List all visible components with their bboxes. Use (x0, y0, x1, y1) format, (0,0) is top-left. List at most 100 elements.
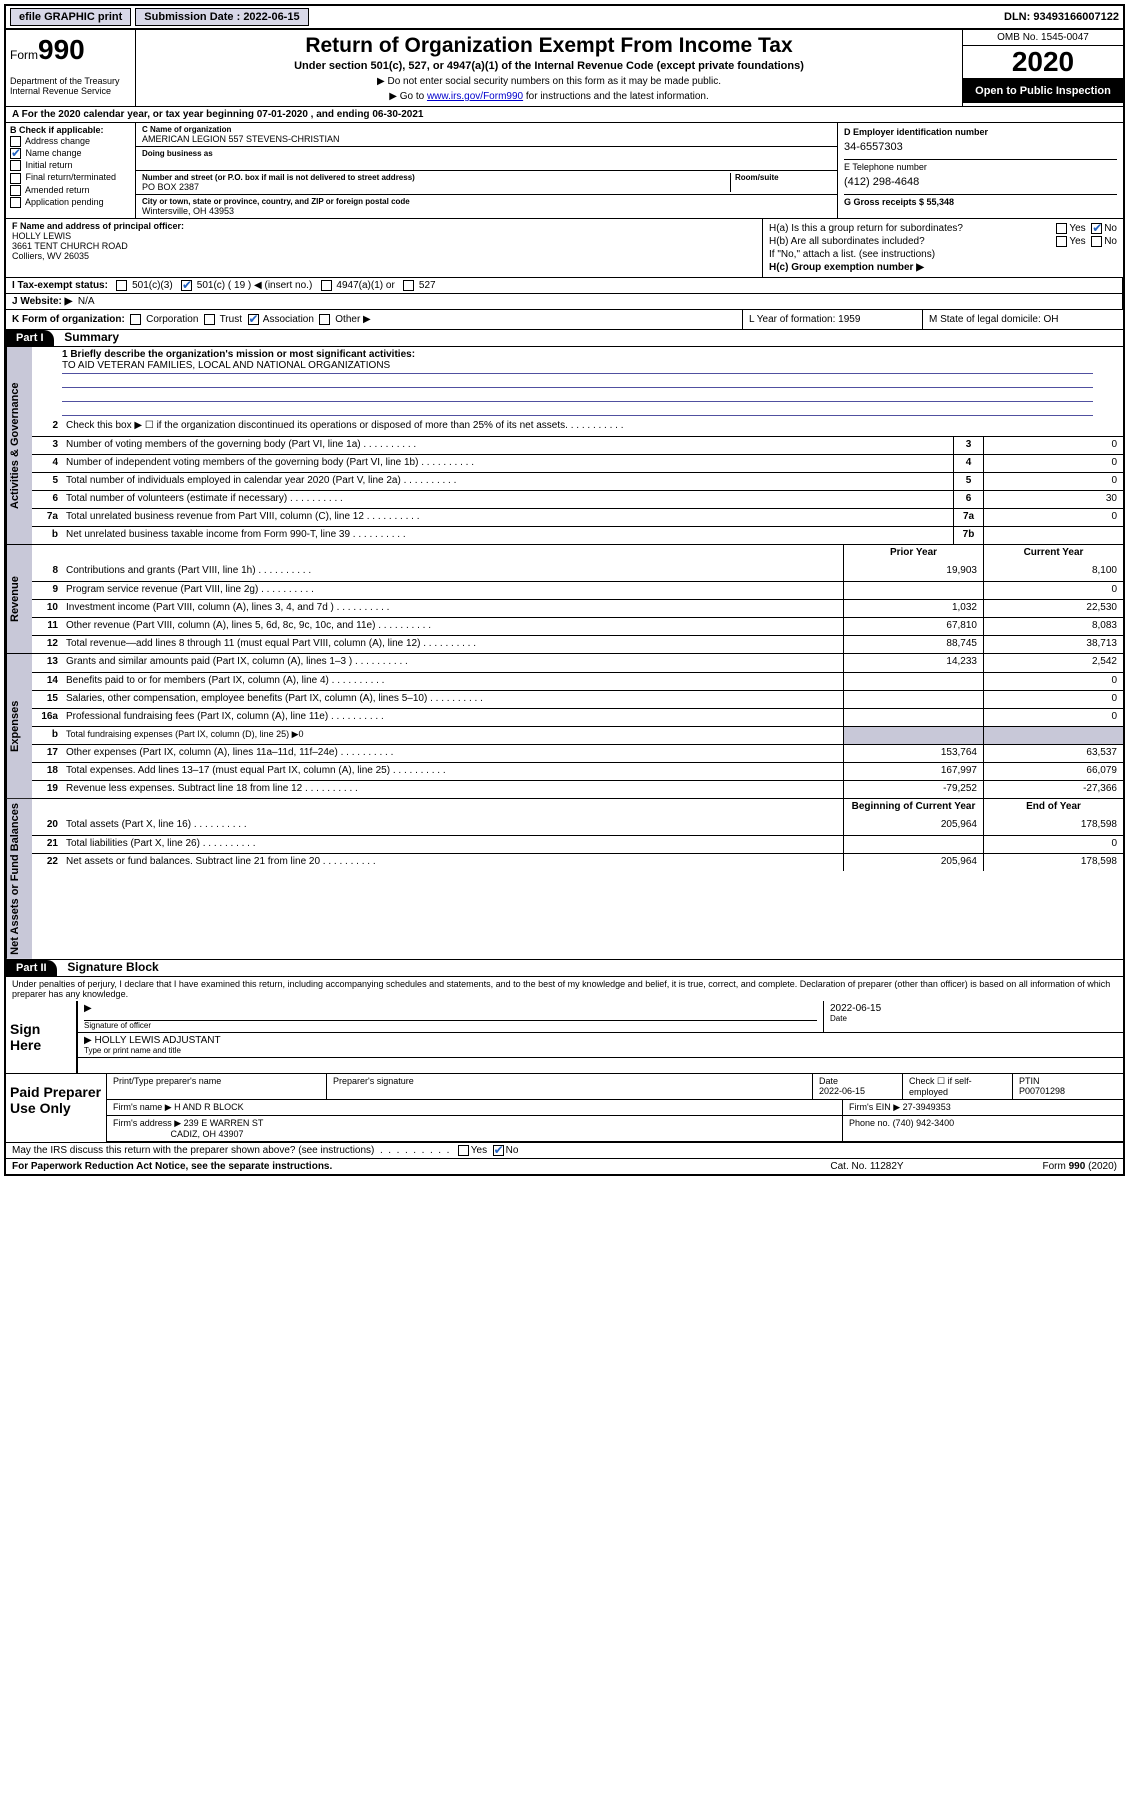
tab-netassets: Net Assets or Fund Balances (6, 799, 32, 959)
form-number: Form990 (10, 34, 131, 66)
sign-here-block: Sign Here ▶ Signature of officer 2022-06… (6, 1001, 1123, 1074)
page-footer: For Paperwork Reduction Act Notice, see … (6, 1159, 1123, 1174)
line-19: 19Revenue less expenses. Subtract line 1… (32, 780, 1123, 798)
firm-phone: (740) 942-3400 (893, 1118, 955, 1128)
line-b: bTotal fundraising expenses (Part IX, co… (32, 726, 1123, 744)
netassets-section: Net Assets or Fund Balances Beginning of… (6, 799, 1123, 960)
ein-value: 34-6557303 (844, 141, 1117, 153)
col-b-checkboxes: B Check if applicable: Address change Na… (6, 123, 136, 218)
mission-text: TO AID VETERAN FAMILIES, LOCAL AND NATIO… (62, 360, 1093, 374)
cb-initial-return[interactable] (10, 160, 21, 171)
dept-label: Department of the Treasury Internal Reve… (10, 76, 131, 96)
cb-4947[interactable] (321, 280, 332, 291)
row-j: J Website: ▶ N/A (6, 294, 1123, 310)
form-footer-label: Form 990 (2020) (967, 1161, 1117, 1172)
cb-other[interactable] (319, 314, 330, 325)
ha-label: H(a) Is this a group return for subordin… (769, 223, 1056, 234)
mission-label: 1 Briefly describe the organization's mi… (62, 349, 415, 360)
cb-ha-no[interactable] (1091, 223, 1102, 234)
line-17: 17Other expenses (Part IX, column (A), l… (32, 744, 1123, 762)
expenses-section: Expenses 13Grants and similar amounts pa… (6, 654, 1123, 799)
line-22: 22Net assets or fund balances. Subtract … (32, 853, 1123, 871)
tax-year: 2020 (963, 46, 1123, 79)
section-fh: F Name and address of principal officer:… (6, 219, 1123, 278)
officer-typed-name: ▶ HOLLY LEWIS ADJUSTANT (84, 1035, 1117, 1046)
street-value: PO BOX 2387 (142, 182, 726, 192)
tel-label: E Telephone number (844, 162, 1117, 172)
city-value: Wintersville, OH 43953 (142, 206, 831, 216)
dln-label: DLN: 93493166007122 (1004, 11, 1119, 23)
line-21: 21Total liabilities (Part X, line 26)0 (32, 835, 1123, 853)
tab-expenses: Expenses (6, 654, 32, 798)
line-4: 4Number of independent voting members of… (32, 454, 1123, 472)
form-header: Form990 Department of the Treasury Inter… (6, 30, 1123, 107)
tax-year-period: A For the 2020 calendar year, or tax yea… (6, 107, 1123, 123)
line-16a: 16aProfessional fundraising fees (Part I… (32, 708, 1123, 726)
cb-assoc[interactable] (248, 314, 259, 325)
col-header-row: Prior Year Current Year (32, 545, 1123, 563)
officer-name: HOLLY LEWIS (12, 231, 71, 241)
org-name-label: C Name of organization (142, 125, 831, 134)
line-5: 5Total number of individuals employed in… (32, 472, 1123, 490)
cb-final-return[interactable] (10, 173, 21, 184)
cb-ha-yes[interactable] (1056, 223, 1067, 234)
efile-print-button[interactable]: efile GRAPHIC print (10, 8, 131, 26)
penalties-text: Under penalties of perjury, I declare th… (6, 977, 1123, 1001)
tab-revenue: Revenue (6, 545, 32, 653)
line-7a: 7aTotal unrelated business revenue from … (32, 508, 1123, 526)
line-9: 9Program service revenue (Part VIII, lin… (32, 581, 1123, 599)
row-k: K Form of organization: Corporation Trus… (6, 310, 1123, 330)
col-header-row-2: Beginning of Current Year End of Year (32, 799, 1123, 817)
cb-discuss-yes[interactable] (458, 1145, 469, 1156)
paid-preparer-block: Paid Preparer Use Only Print/Type prepar… (6, 1074, 1123, 1143)
cb-hb-no[interactable] (1091, 236, 1102, 247)
hb-label: H(b) Are all subordinates included? (769, 236, 1056, 247)
line-6: 6Total number of volunteers (estimate if… (32, 490, 1123, 508)
form-note2: ▶ Go to www.irs.gov/Form990 for instruct… (140, 91, 958, 102)
open-public-badge: Open to Public Inspection (963, 79, 1123, 103)
cat-no: Cat. No. 11282Y (767, 1161, 967, 1172)
irs-link[interactable]: www.irs.gov/Form990 (427, 91, 523, 102)
firm-addr: 239 E WARREN ST (184, 1118, 264, 1128)
form-note1: ▶ Do not enter social security numbers o… (140, 76, 958, 87)
row-i: I Tax-exempt status: 501(c)(3) 501(c) ( … (6, 278, 1123, 294)
line-3: 3Number of voting members of the governi… (32, 436, 1123, 454)
cb-corp[interactable] (130, 314, 141, 325)
sign-date: 2022-06-15 (830, 1003, 1117, 1014)
self-employed-check[interactable]: Check ☐ if self-employed (903, 1074, 1013, 1099)
officer-signature-line[interactable]: ▶ (84, 1003, 817, 1021)
cb-trust[interactable] (204, 314, 215, 325)
ein-label: D Employer identification number (844, 127, 988, 137)
section-bcd: B Check if applicable: Address change Na… (6, 123, 1123, 219)
year-formation: L Year of formation: 1959 (743, 310, 923, 329)
cb-name-change[interactable] (10, 148, 21, 159)
line-13: 13Grants and similar amounts paid (Part … (32, 654, 1123, 672)
city-label: City or town, state or province, country… (142, 197, 831, 206)
officer-addr1: 3661 TENT CHURCH ROAD (12, 241, 128, 251)
line-2: 2Check this box ▶ ☐ if the organization … (32, 418, 1123, 436)
line-10: 10Investment income (Part VIII, column (… (32, 599, 1123, 617)
cb-amended-return[interactable] (10, 185, 21, 196)
form-subtitle: Under section 501(c), 527, or 4947(a)(1)… (140, 60, 958, 72)
ptin-value: P00701298 (1019, 1086, 1065, 1096)
governance-section: Activities & Governance 1 Briefly descri… (6, 347, 1123, 545)
gross-receipts: G Gross receipts $ 55,348 (844, 197, 954, 207)
state-domicile: M State of legal domicile: OH (923, 310, 1123, 329)
line-b: bNet unrelated business taxable income f… (32, 526, 1123, 544)
form-page: efile GRAPHIC print Submission Date : 20… (4, 4, 1125, 1176)
officer-addr2: Colliers, WV 26035 (12, 251, 89, 261)
cb-hb-yes[interactable] (1056, 236, 1067, 247)
cb-527[interactable] (403, 280, 414, 291)
line-14: 14Benefits paid to or for members (Part … (32, 672, 1123, 690)
cb-501c3[interactable] (116, 280, 127, 291)
cb-discuss-no[interactable] (493, 1145, 504, 1156)
firm-name: H AND R BLOCK (174, 1102, 244, 1112)
cb-application-pending[interactable] (10, 197, 21, 208)
hb-note: If "No," attach a list. (see instruction… (769, 249, 1117, 260)
preparer-name-hdr: Print/Type preparer's name (107, 1074, 327, 1099)
submission-date-button[interactable]: Submission Date : 2022-06-15 (135, 8, 308, 26)
tel-value: (412) 298-4648 (844, 176, 1117, 188)
cb-501c[interactable] (181, 280, 192, 291)
officer-label: F Name and address of principal officer: (12, 221, 184, 231)
form-title: Return of Organization Exempt From Incom… (140, 34, 958, 58)
